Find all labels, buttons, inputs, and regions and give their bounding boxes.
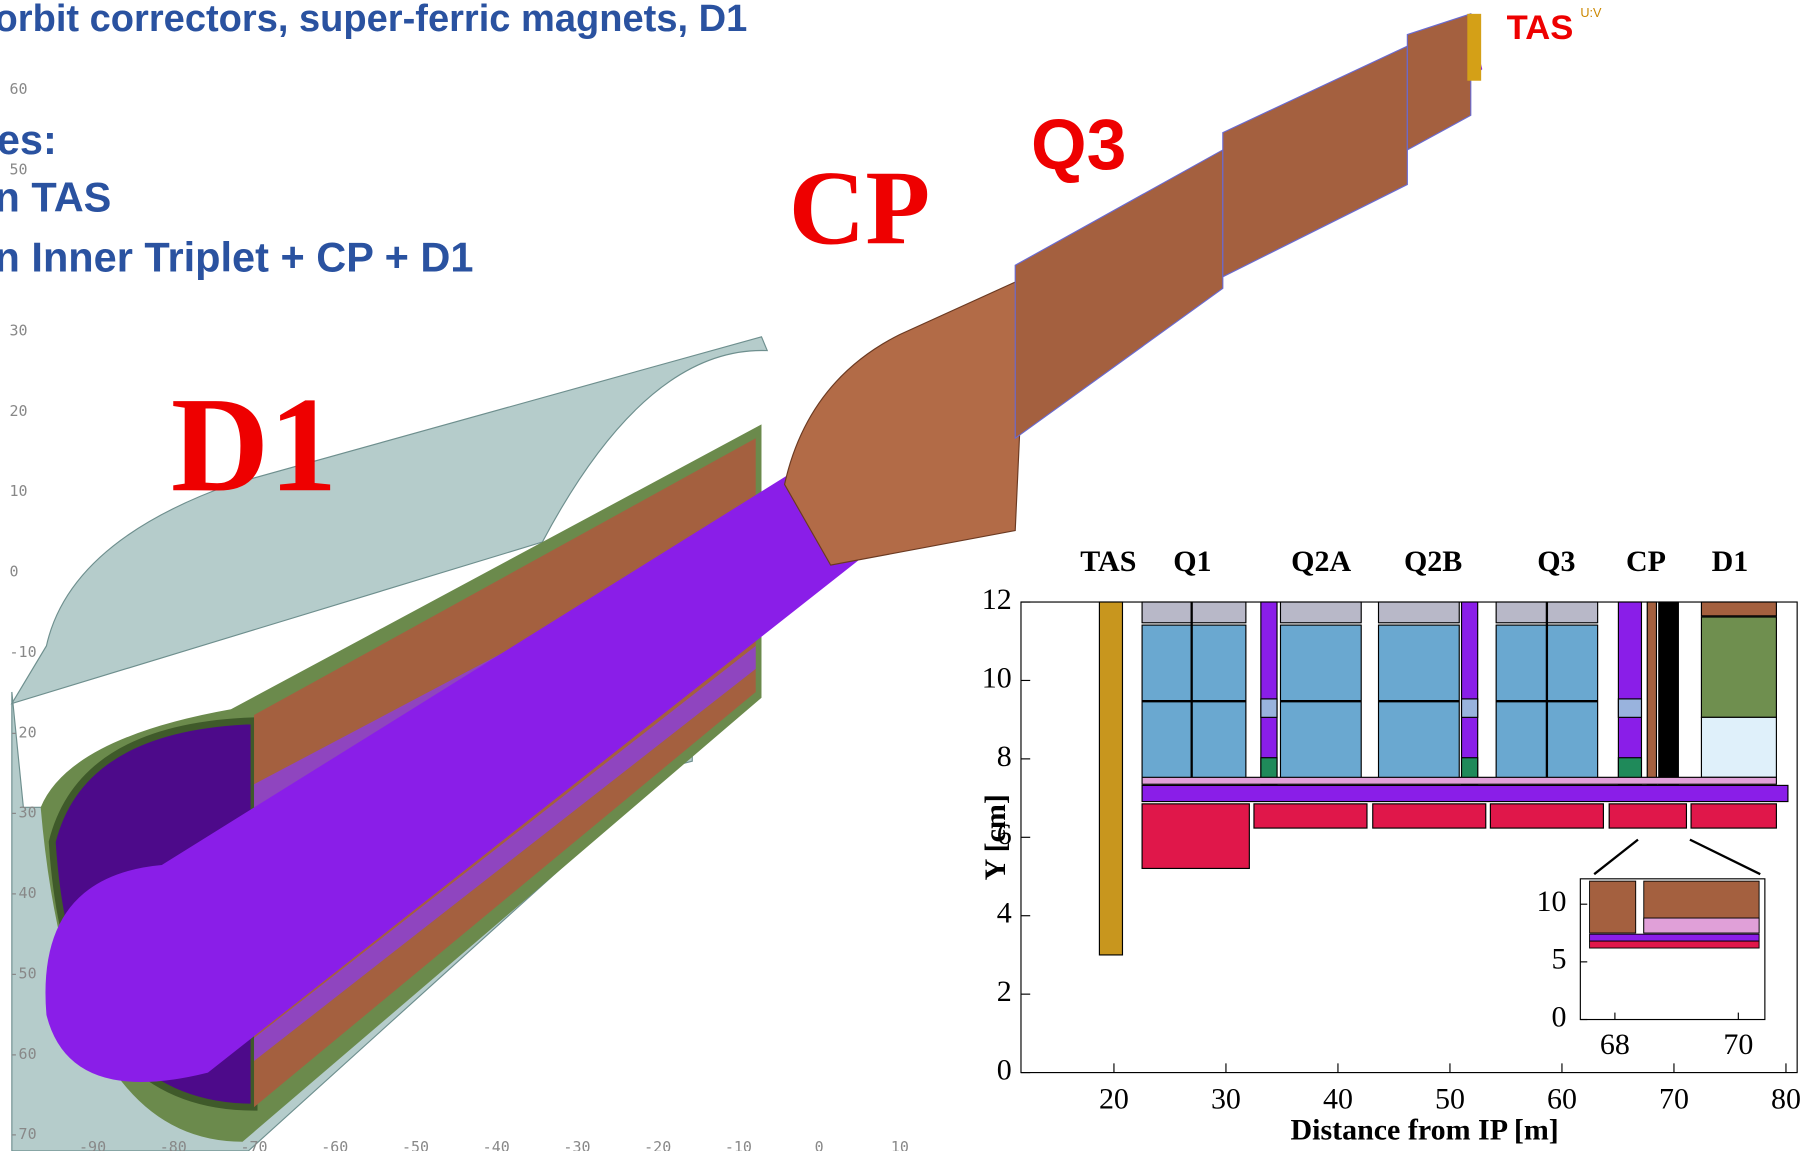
y-tick-label: 8: [997, 740, 1012, 773]
ruler-label: -50: [402, 1138, 429, 1151]
category-label: Q3: [1537, 545, 1575, 578]
slide-line: es:: [0, 116, 57, 163]
ruler-label: -40: [10, 884, 37, 902]
page: {"slide":{"title":"orbit correctors, sup…: [0, 0, 1809, 1151]
render-label: D1: [171, 370, 337, 520]
ruler-label: -20: [10, 723, 37, 741]
ruler-label: -40: [483, 1138, 510, 1151]
inset-y-tick-label: 10: [1537, 885, 1567, 918]
inset-y-tick-label: 5: [1552, 943, 1567, 976]
ruler-label: -50: [10, 964, 37, 982]
x-tick-label: 40: [1323, 1082, 1353, 1115]
x-tick-label: 50: [1435, 1082, 1465, 1115]
y-tick-label: 12: [982, 583, 1012, 616]
render-label: CP: [789, 148, 930, 266]
category-label: Q2A: [1291, 545, 1351, 578]
ruler-label: -10: [10, 643, 37, 661]
render-label: Q3: [1031, 105, 1126, 185]
x-tick-label: 30: [1211, 1082, 1241, 1115]
x-tick-label: 20: [1099, 1082, 1129, 1115]
y-tick-label: 10: [982, 661, 1012, 694]
ruler-label: 30: [10, 321, 28, 339]
y-tick-label: 0: [997, 1053, 1012, 1086]
slide: orbit correctors, super-ferric magnets, …: [0, 0, 1809, 1151]
x-tick-label: 80: [1771, 1082, 1801, 1115]
slide-title: orbit correctors, super-ferric magnets, …: [0, 0, 747, 40]
ruler-label: 10: [10, 482, 28, 500]
category-label: Q1: [1173, 545, 1211, 578]
ruler-label: 0: [10, 563, 19, 581]
ruler-label: -30: [10, 804, 37, 822]
ruler-label: -90: [79, 1138, 106, 1151]
ruler-label: 0: [815, 1138, 824, 1151]
render-label: TAS: [1507, 9, 1574, 47]
ruler-label: -60: [10, 1045, 37, 1063]
ruler-label: -20: [644, 1138, 671, 1151]
inset-x-tick-label: 70: [1723, 1028, 1753, 1061]
category-label: TAS: [1080, 545, 1136, 578]
ruler-label: -10: [725, 1138, 752, 1151]
category-label: D1: [1712, 545, 1749, 578]
y-tick-label: 4: [997, 897, 1012, 930]
y-axis-title: Y [cm]: [979, 794, 1012, 880]
ruler-label: -30: [563, 1138, 590, 1151]
ruler-label: 10: [891, 1138, 909, 1151]
ruler-label: -60: [321, 1138, 348, 1151]
ruler-label: -70: [10, 1125, 37, 1143]
slide-line: n TAS: [0, 174, 111, 221]
inset-y-tick-label: 0: [1552, 1000, 1567, 1033]
ruler-label: 60: [10, 80, 28, 98]
slide-line: n Inner Triplet + CP + D1: [0, 234, 473, 281]
x-tick-label: 60: [1547, 1082, 1577, 1115]
x-tick-label: 70: [1659, 1082, 1689, 1115]
ruler-label: 20: [10, 402, 28, 420]
inset-blocks: [1590, 881, 1760, 948]
category-label: Q2B: [1404, 545, 1462, 578]
inset-x-tick-label: 68: [1600, 1028, 1630, 1061]
y-tick-label: 2: [997, 975, 1012, 1008]
category-label: CP: [1626, 545, 1666, 578]
render-tag: U:V: [1580, 6, 1602, 20]
ruler-label: 50: [10, 161, 28, 179]
ruler-label: -80: [160, 1138, 187, 1151]
x-axis-title: Distance from IP [m]: [1291, 1113, 1559, 1146]
ruler-label: -70: [240, 1138, 267, 1151]
